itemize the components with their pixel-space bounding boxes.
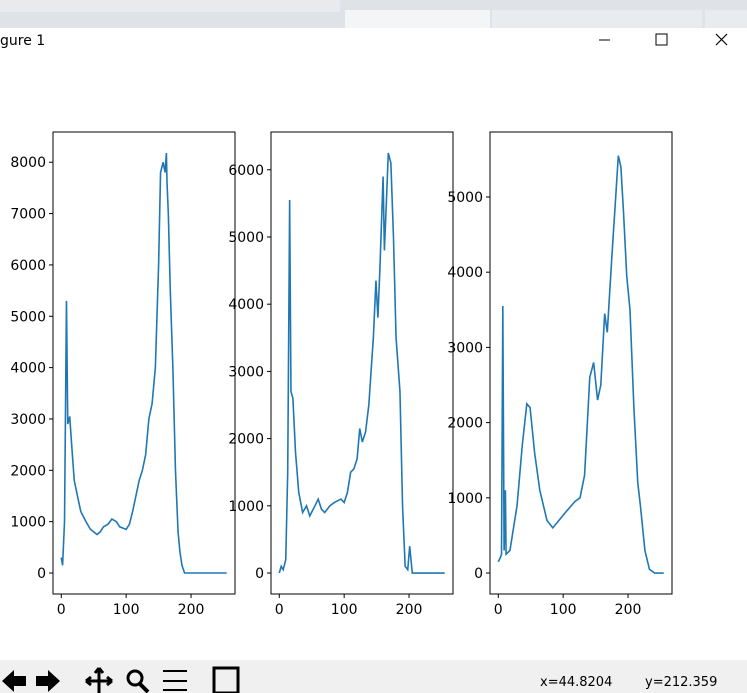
y-tick-label: 0 — [474, 566, 483, 582]
pan-button[interactable] — [85, 667, 113, 693]
y-tick-label: 5000 — [228, 230, 264, 246]
zoom-handle — [138, 682, 150, 693]
y-tick-label: 2000 — [447, 416, 483, 432]
y-tick-label: 4000 — [447, 265, 483, 281]
y-tick-label: 3000 — [10, 412, 46, 428]
back-button[interactable] — [2, 670, 26, 692]
y-tick-label: 6000 — [10, 258, 46, 274]
close-button[interactable] — [715, 33, 728, 46]
tab — [345, 10, 490, 28]
x-tick-label: 200 — [396, 602, 423, 618]
y-tick-label: 4000 — [228, 297, 264, 313]
save-button[interactable] — [212, 666, 240, 693]
title-bar — [0, 28, 747, 58]
data-line — [278, 152, 445, 574]
maximize-button[interactable] — [655, 33, 668, 46]
x-tick-label: 200 — [178, 602, 205, 618]
x-tick-label: 100 — [550, 602, 577, 618]
y-tick-label: 2000 — [228, 432, 264, 448]
y-tick-label: 1000 — [228, 499, 264, 515]
y-tick-label: 1000 — [10, 515, 46, 531]
y-tick-label: 5000 — [447, 190, 483, 206]
toolbar — [0, 660, 747, 693]
axes-frame — [52, 131, 236, 595]
forward-button[interactable] — [36, 670, 60, 692]
y-tick-label: 4000 — [10, 361, 46, 377]
y-tick-label: 1000 — [447, 491, 483, 507]
y-tick-label: 7000 — [10, 207, 46, 223]
axes-frame — [270, 131, 454, 595]
y-tick-label: 0 — [37, 566, 46, 582]
x-tick-label: 0 — [57, 602, 66, 618]
y-tick-label: 2000 — [10, 463, 46, 479]
status-x: x=44.8204 — [540, 675, 612, 690]
window-title: gure 1 — [0, 33, 45, 49]
y-tick-label: 5000 — [10, 309, 46, 325]
data-line — [497, 155, 664, 574]
tab — [0, 0, 340, 12]
configure-button[interactable] — [163, 670, 187, 691]
y-tick-label: 8000 — [10, 155, 46, 171]
x-tick-label: 0 — [494, 602, 503, 618]
tab — [705, 10, 747, 28]
axes-frame — [489, 131, 673, 595]
tab — [492, 10, 702, 28]
status-y: y=212.359 — [645, 675, 717, 690]
x-tick-label: 100 — [113, 602, 140, 618]
zoom-button[interactable] — [126, 669, 144, 687]
y-tick-label: 3000 — [447, 340, 483, 356]
x-tick-label: 0 — [275, 602, 284, 618]
x-tick-label: 200 — [615, 602, 642, 618]
y-tick-label: 3000 — [228, 364, 264, 380]
x-tick-label: 100 — [331, 602, 358, 618]
y-tick-label: 6000 — [228, 163, 264, 179]
y-tick-label: 0 — [255, 566, 264, 582]
data-line — [60, 152, 227, 574]
